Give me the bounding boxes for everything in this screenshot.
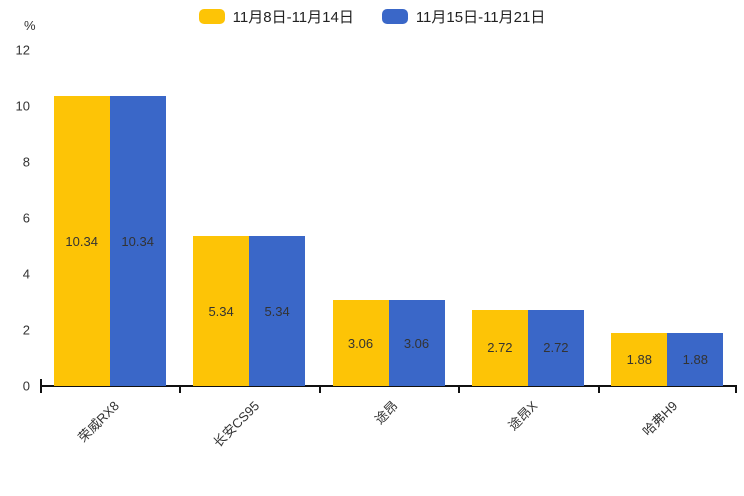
bar-series2-长安CS95: 5.34 bbox=[249, 236, 306, 386]
bar-series1-荣威RX8: 10.34 bbox=[53, 96, 110, 386]
bar-series2-荣威RX8: 10.34 bbox=[109, 96, 166, 386]
y-axis-unit-label: % bbox=[24, 18, 36, 33]
bar-value-label: 3.06 bbox=[403, 335, 430, 351]
plot-area: 0 2 4 6 8 10 12 10.34 10.34 荣威RX8 5.34 5.34 长安CS95 3.… bbox=[16, 44, 737, 450]
x-category-label: 荣威RX8 bbox=[75, 398, 123, 446]
legend-item-label: 11月8日-11月14日 bbox=[232, 9, 354, 26]
bar-value-label: 10.34 bbox=[121, 233, 154, 249]
x-axis-tick bbox=[40, 387, 42, 393]
legend-swatch-icon bbox=[198, 9, 225, 24]
bar-value-label: 5.34 bbox=[264, 303, 290, 319]
x-axis-tick bbox=[318, 387, 321, 393]
y-tick-label: 6 bbox=[22, 210, 30, 226]
bar-value-label: 3.06 bbox=[347, 335, 374, 351]
x-axis-tick bbox=[179, 387, 182, 393]
bar-series1-哈弗H9: 1.88 bbox=[611, 333, 668, 386]
y-tick-label: 4 bbox=[22, 266, 30, 282]
bar-series1-长安CS95: 5.34 bbox=[193, 236, 250, 386]
bar-series1-途昂X: 2.72 bbox=[471, 309, 528, 386]
y-tick-label: 10 bbox=[15, 98, 30, 114]
legend: 11月8日-11月14日 11月15日-11月21日 bbox=[0, 6, 744, 27]
y-tick-label: 0 bbox=[22, 378, 30, 394]
y-axis-corner-tick bbox=[40, 379, 42, 386]
bar-value-label: 1.88 bbox=[626, 352, 652, 368]
y-tick-label: 12 bbox=[15, 42, 30, 58]
x-axis-tick bbox=[597, 387, 600, 393]
bar-value-label: 2.72 bbox=[543, 340, 569, 356]
x-axis-tick bbox=[458, 387, 461, 393]
bar-series2-哈弗H9: 1.88 bbox=[667, 333, 724, 386]
bar-value-label: 1.88 bbox=[682, 352, 708, 368]
bar-series1-途昂: 3.06 bbox=[332, 300, 389, 386]
x-axis-line bbox=[40, 385, 737, 387]
x-category-label: 途昂 bbox=[372, 398, 402, 428]
legend-item-0[interactable]: 11月8日-11月14日 bbox=[198, 6, 354, 27]
legend-item-label: 11月15日-11月21日 bbox=[415, 9, 546, 26]
legend-item-1[interactable]: 11月15日-11月21日 bbox=[381, 6, 546, 27]
y-tick-label: 8 bbox=[22, 154, 30, 170]
legend-swatch-icon bbox=[381, 9, 408, 24]
bar-series2-途昂: 3.06 bbox=[388, 300, 445, 386]
bar-series2-途昂X: 2.72 bbox=[527, 309, 584, 386]
y-tick-label: 2 bbox=[22, 322, 30, 338]
bar-value-label: 10.34 bbox=[65, 233, 98, 249]
x-category-label: 哈弗H9 bbox=[639, 398, 681, 439]
x-axis-tick bbox=[735, 387, 737, 393]
bar-value-label: 2.72 bbox=[487, 340, 513, 356]
x-category-label: 途昂X bbox=[505, 398, 541, 434]
x-category-label: 长安CS95 bbox=[209, 398, 262, 451]
bar-value-label: 5.34 bbox=[208, 303, 234, 319]
